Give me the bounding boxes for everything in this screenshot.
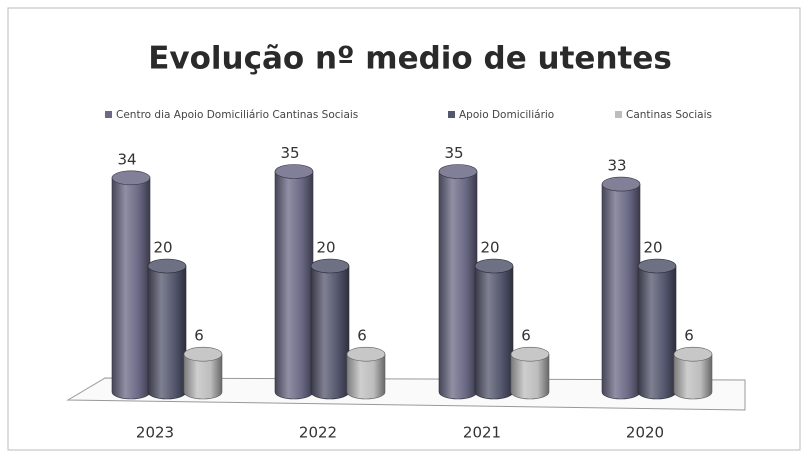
cylinder-body — [474, 265, 514, 400]
x-tick-label: 2023 — [136, 424, 174, 442]
cylinder — [474, 258, 514, 400]
legend-swatch — [615, 111, 622, 118]
cylinder — [601, 176, 641, 400]
cylinder-body — [510, 353, 550, 400]
cylinder-body — [274, 171, 314, 400]
cylinder-top — [601, 176, 641, 192]
data-label: 35 — [444, 144, 463, 162]
data-label: 33 — [607, 157, 626, 175]
cylinder-top — [111, 170, 151, 186]
cylinder-top — [438, 164, 478, 179]
cylinder — [637, 258, 677, 400]
legend-label: Cantinas Sociais — [626, 109, 712, 121]
cylinder-top — [346, 346, 386, 362]
data-label: 34 — [117, 150, 136, 168]
cylinder-body — [601, 183, 641, 400]
cylinder — [673, 346, 713, 400]
cylinder-body — [310, 265, 350, 400]
cylinder — [147, 258, 187, 400]
cylinder-top — [474, 258, 514, 274]
cylinder-top — [673, 346, 713, 362]
data-label: 6 — [684, 327, 694, 345]
chart-title: Evolução nº medio de utentes — [148, 41, 672, 77]
cylinder — [183, 346, 223, 400]
x-tick-label: 2020 — [626, 424, 664, 442]
cylinder — [274, 164, 314, 400]
cylinder-body — [637, 265, 677, 400]
cylinder-body — [346, 353, 386, 400]
cylinder-top — [637, 258, 677, 274]
data-label: 6 — [521, 327, 531, 345]
cylinder — [111, 170, 151, 400]
legend-label: Apoio Domiciliário — [459, 109, 554, 121]
cylinder-body — [673, 353, 713, 400]
cylinder-body — [183, 353, 223, 400]
legend-swatch — [448, 111, 455, 118]
data-label: 6 — [194, 327, 204, 345]
data-label: 6 — [357, 327, 367, 345]
data-label: 20 — [153, 239, 172, 257]
cylinder-body — [147, 265, 187, 400]
cylinder — [438, 164, 478, 400]
cylinder — [310, 258, 350, 400]
x-tick-label: 2021 — [463, 424, 501, 442]
data-label: 35 — [280, 144, 299, 162]
x-tick-label: 2022 — [299, 424, 337, 442]
data-label: 20 — [316, 239, 335, 257]
legend-swatch — [105, 111, 112, 118]
data-label: 20 — [480, 239, 499, 257]
cylinder-top — [183, 346, 223, 362]
cylinder-body — [111, 177, 151, 400]
cylinder-body — [438, 171, 478, 400]
cylinder-top — [147, 258, 187, 274]
cylinder — [346, 346, 386, 400]
cylinder — [510, 346, 550, 400]
cylinder-top — [310, 258, 350, 274]
legend-label: Centro dia Apoio Domiciliário Cantinas S… — [116, 109, 358, 121]
data-label: 20 — [643, 239, 662, 257]
cylinder-top — [510, 346, 550, 362]
cylinder-top — [274, 164, 314, 179]
